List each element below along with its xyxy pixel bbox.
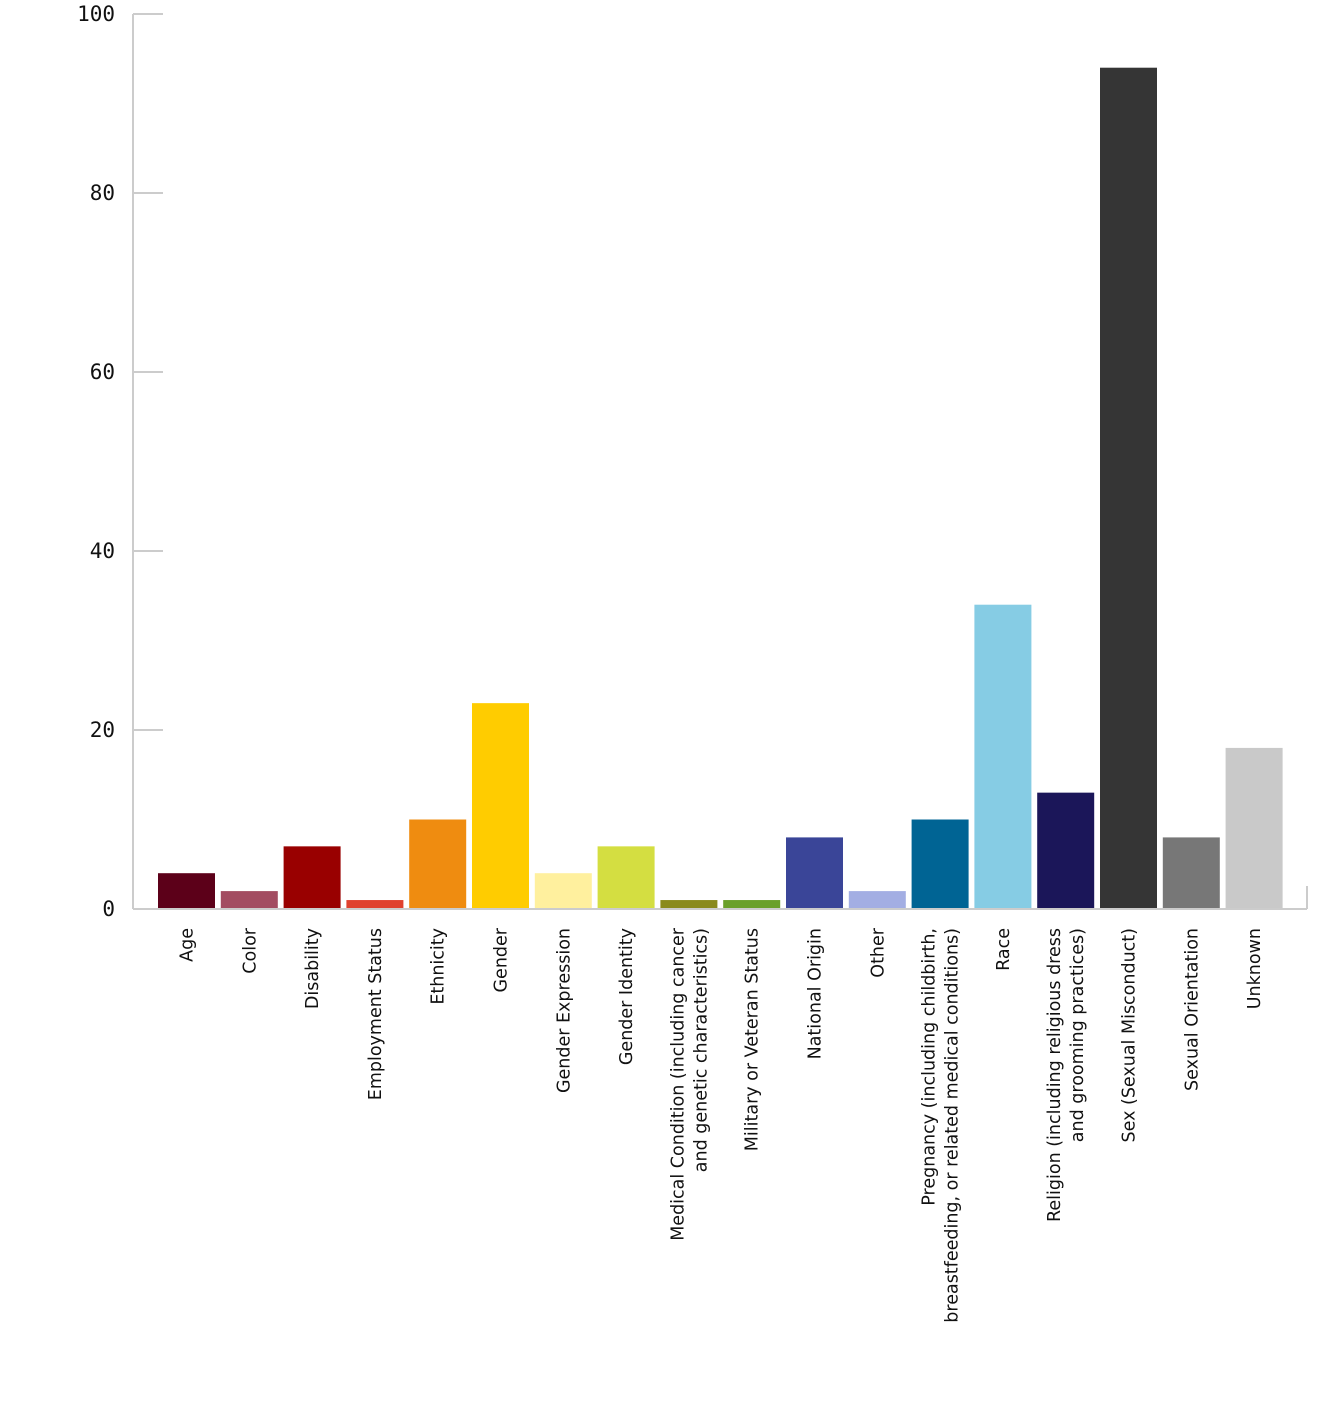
x-tick-label-line: Color — [240, 927, 260, 973]
bar — [346, 900, 404, 909]
x-tick-label-line: Age — [178, 928, 198, 962]
x-tick-label: Employment Status — [366, 928, 386, 1100]
bar — [220, 891, 278, 909]
y-tick-label: 20 — [90, 718, 115, 742]
x-tick-label: Gender — [492, 927, 512, 992]
x-tick-label: Color — [240, 927, 260, 973]
x-tick-label-line: Pregnancy (including childbirth, — [920, 928, 940, 1206]
x-tick-label: Military or Veteran Status — [743, 928, 763, 1151]
x-tick-label-line: National Origin — [806, 928, 826, 1059]
bar — [1037, 792, 1095, 909]
bar — [974, 604, 1032, 909]
y-tick-label: 100 — [77, 2, 115, 26]
x-tick-label-line: Disability — [303, 928, 323, 1009]
y-tick-label: 80 — [90, 181, 115, 205]
bar — [409, 819, 467, 909]
bar — [911, 819, 969, 909]
x-tick-label-line: and grooming practices) — [1068, 928, 1088, 1142]
y-axis: 0 20 40 60 80 100 — [77, 2, 163, 921]
x-tick-label-line: breastfeeding, or related medical condit… — [943, 928, 963, 1323]
x-tick-label: Age — [178, 928, 198, 962]
bar — [158, 873, 215, 909]
x-tick-label-line: and genetic characteristics) — [691, 928, 711, 1172]
bars — [158, 67, 1283, 909]
x-tick-label-line: Sexual Orientation — [1182, 928, 1202, 1091]
x-tick-label: Ethnicity — [429, 928, 449, 1005]
x-tick-label: Sexual Orientation — [1182, 928, 1202, 1091]
x-tick-label-line: Military or Veteran Status — [743, 928, 763, 1151]
x-tick-label-line: Other — [868, 927, 888, 977]
x-tick-label-line: Sex (Sexual Misconduct) — [1120, 928, 1140, 1143]
bar — [848, 891, 906, 909]
x-axis: Age Color Disability Employment Status Ethni… — [133, 886, 1308, 1323]
x-tick-label: Unknown — [1245, 928, 1265, 1009]
bar — [283, 846, 341, 909]
x-tick-label-line: Religion (including religious dress — [1045, 928, 1065, 1222]
x-tick-label-line: Ethnicity — [429, 928, 449, 1005]
x-tick-label-line: Medical Condition (including cancer — [668, 927, 688, 1241]
bar — [534, 873, 592, 909]
bar — [1225, 747, 1283, 909]
y-tick-label: 60 — [90, 360, 115, 384]
x-tick-label: Religion (including religious dress and g… — [1045, 928, 1088, 1222]
y-tick-label: 0 — [102, 897, 115, 921]
x-tick-label: Disability — [303, 928, 323, 1009]
x-tick-label: Gender Identity — [617, 928, 637, 1065]
bar — [1162, 837, 1220, 909]
y-tick-label: 40 — [90, 539, 115, 563]
x-tick-label-line: Gender Identity — [617, 928, 637, 1065]
bar — [660, 900, 718, 909]
x-tick-label-line: Race — [994, 928, 1014, 971]
bar — [786, 837, 843, 909]
x-tick-label: National Origin — [806, 928, 826, 1059]
x-tick-label: Pregnancy (including childbirth, breastfe… — [920, 928, 963, 1323]
bar — [597, 846, 655, 909]
x-tick-label: Other — [868, 927, 888, 977]
x-tick-label: Gender Expression — [554, 928, 574, 1093]
x-tick-label-line: Gender Expression — [554, 928, 574, 1093]
x-tick-label: Sex (Sexual Misconduct) — [1120, 928, 1140, 1143]
x-tick-label-line: Employment Status — [366, 928, 386, 1100]
x-tick-label: Race — [994, 928, 1014, 971]
x-tick-label: Medical Condition (including cancer and g… — [668, 927, 711, 1241]
x-tick-label-line: Gender — [492, 927, 512, 992]
bar — [472, 703, 529, 909]
x-tick-label-line: Unknown — [1245, 928, 1265, 1009]
bar — [723, 900, 781, 909]
bar — [1100, 67, 1157, 909]
